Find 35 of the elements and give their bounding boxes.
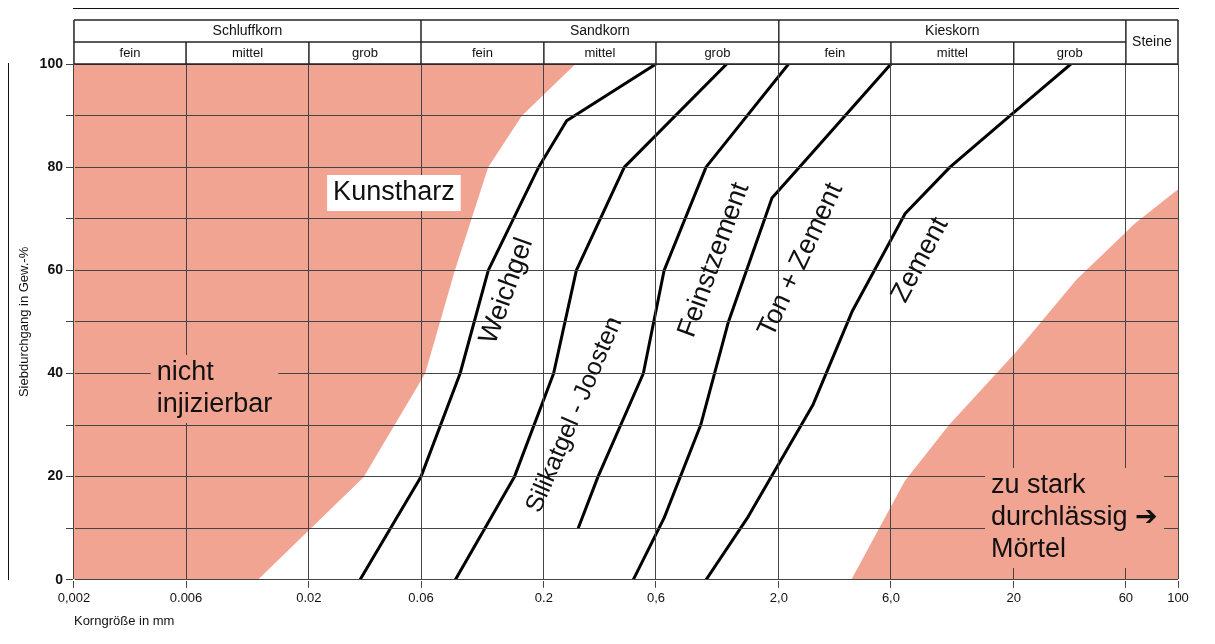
text: Kieskorn bbox=[925, 21, 980, 38]
text: grob bbox=[351, 44, 378, 60]
x-tick-label: 0,6 bbox=[646, 590, 666, 606]
y-tick-label: 100 bbox=[39, 54, 64, 71]
y-tick-label: 0 bbox=[55, 570, 64, 587]
y-axis-title: Siebdurchgang in Gew.-% bbox=[16, 246, 32, 398]
text: Steine bbox=[1132, 32, 1172, 49]
annotation: zu stark durchlässig ➔ Mörtel bbox=[991, 469, 1159, 564]
x-tick-label: 60 bbox=[1118, 590, 1134, 606]
y-tick-label: 20 bbox=[47, 467, 64, 484]
text: Sandkorn bbox=[569, 21, 630, 38]
x-tick-label: 0.06 bbox=[408, 590, 434, 606]
y-tick-label: 60 bbox=[47, 261, 64, 278]
x-tick-label: 0,002 bbox=[57, 590, 91, 606]
annotation: nicht injizierbar bbox=[156, 356, 273, 419]
annotation: Kunstharz bbox=[333, 176, 455, 207]
x-tick-label: 2,0 bbox=[769, 590, 788, 606]
text: mittel bbox=[231, 44, 264, 60]
y-tick-label: 80 bbox=[47, 158, 64, 175]
text: fein bbox=[471, 44, 493, 60]
x-tick-label: 6,0 bbox=[881, 590, 900, 606]
text: fein bbox=[119, 44, 141, 60]
x-tick-label: 0.006 bbox=[169, 590, 203, 606]
x-tick-label: 20 bbox=[1006, 590, 1022, 606]
text: fein bbox=[824, 44, 846, 60]
text: mittel bbox=[584, 44, 616, 60]
text: Schluffkorn bbox=[212, 21, 283, 38]
x-tick-label: 0.2 bbox=[534, 590, 553, 606]
text: mittel bbox=[936, 44, 968, 60]
text: grob bbox=[704, 44, 731, 60]
y-tick-label: 40 bbox=[47, 364, 64, 381]
x-tick-label: 100 bbox=[1167, 590, 1189, 606]
text: grob bbox=[1056, 44, 1083, 60]
x-tick-label: 0.02 bbox=[296, 590, 322, 606]
x-axis-title: Korngröße in mm bbox=[73, 612, 175, 628]
